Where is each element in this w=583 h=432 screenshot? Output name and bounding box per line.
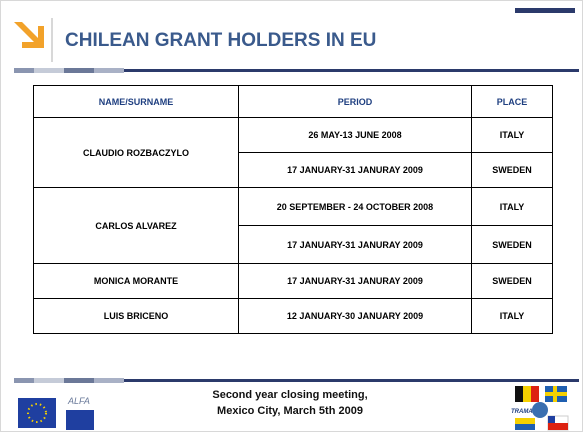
footer-line: Mexico City, March 5th 2009 [217,405,363,417]
header-cell: PLACE [471,85,553,118]
period-cell: 20 SEPTEMBER - 24 OCTOBER 2008 [238,187,472,226]
alfa-flag [66,410,94,430]
place-cell: ITALY [471,187,553,226]
trama-logo: TRAMA [511,386,569,431]
period-cell: 17 JANUARY-31 JANURAY 2009 [238,263,472,299]
alfa-logo: ALFA [67,396,90,406]
svg-text:TRAMA: TRAMA [511,409,533,415]
place-cell: SWEDEN [471,225,553,264]
header-cell: PERIOD [238,85,472,118]
place-cell: SWEDEN [471,263,553,299]
title-bar [14,68,579,73]
place-cell: SWEDEN [471,152,553,188]
name-cell: CLAUDIO ROZBACZYLO [33,117,239,188]
footer-line: Second year closing meeting, [212,389,368,401]
place-cell: ITALY [471,298,553,334]
slide-title: CHILEAN GRANT HOLDERS IN EU [65,30,377,51]
row: CLAUDIO ROZBACZYLO 26 MAY-13 JUNE 2008 ITA… [33,117,553,188]
header-cell: NAME/SURNAME [33,85,239,118]
footer-bar [14,378,579,383]
name-cell: CARLOS ALVAREZ [33,187,239,264]
place-cell: ITALY [471,117,553,153]
row: 17 JANUARY-31 JANURAY 2009 SWEDEN [34,152,553,188]
row: LUIS BRICENO 12 JANUARY-30 JANUARY 2009 IT… [33,298,553,334]
arrow-icon [14,22,44,48]
eu-stars [27,403,47,423]
period-cell: 26 MAY-13 JUNE 2008 [238,117,472,153]
period-cell: 17 JANUARY-31 JANURAY 2009 [238,152,472,188]
row: CARLOS ALVAREZ 20 SEPTEMBER - 24 OCTOBER … [33,187,553,264]
name-cell: MONICA MORANTE [33,263,239,299]
period-cell: 17 JANUARY-31 JANURAY 2009 [238,225,472,264]
row: MONICA MORANTE 17 JANUARY-31 JANURAY 2009… [33,263,553,299]
grant-table: NAME/SURNAME PERIOD PLACE CLAUDIO ROZBACZYL… [33,85,553,334]
name-cell: LUIS BRICENO [33,298,239,334]
period-cell: 12 JANUARY-30 JANUARY 2009 [238,298,472,334]
eu-flag [18,398,56,428]
header-row: NAME/SURNAME PERIOD PLACE [33,85,553,118]
corner-bar [515,8,575,13]
